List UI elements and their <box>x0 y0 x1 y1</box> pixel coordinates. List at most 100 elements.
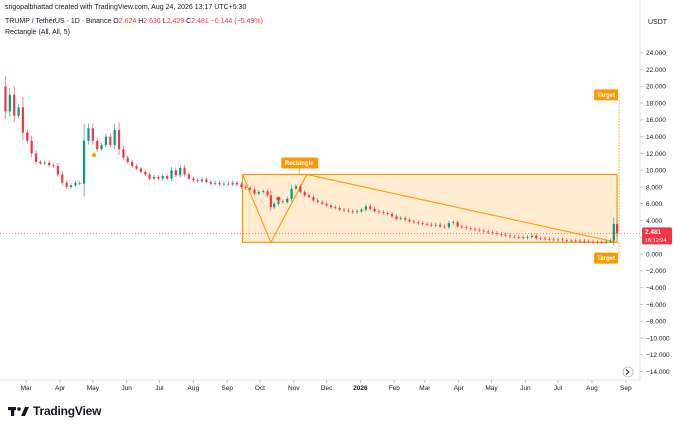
candle-body <box>570 240 573 242</box>
y-tick-label: 16.000 <box>646 117 666 124</box>
y-tick-label: −10.000 <box>646 335 670 342</box>
candle-body <box>596 241 599 243</box>
candle-body <box>504 234 507 236</box>
candle-body <box>235 182 239 185</box>
target-label: Target <box>597 256 615 262</box>
candle-body <box>334 207 337 208</box>
candle-body <box>556 239 560 241</box>
candle-body <box>447 223 450 228</box>
candle-body <box>565 240 568 242</box>
rectangle-pattern <box>241 173 618 244</box>
candle-body <box>109 136 112 146</box>
x-tick-label: Jun <box>121 385 132 392</box>
candle-body <box>30 140 33 154</box>
candle-body <box>356 211 359 213</box>
candle-body <box>456 222 459 227</box>
y-tick-label: 12.000 <box>646 151 666 158</box>
candle-body <box>39 161 42 164</box>
candle-body <box>583 241 586 242</box>
x-tick-label: May <box>485 385 498 392</box>
currency-label: USDT <box>648 19 668 26</box>
candle-body <box>500 234 503 235</box>
y-tick-label: −8.000 <box>646 319 666 326</box>
candle-body <box>430 224 433 226</box>
candle-body <box>170 170 173 179</box>
y-tick-label: 24.000 <box>646 50 666 57</box>
candle-body <box>161 176 164 179</box>
candle-body <box>100 145 103 150</box>
candle-body <box>382 212 385 214</box>
candle-body <box>404 218 407 220</box>
candle-body <box>87 128 90 141</box>
candle-body <box>364 206 367 210</box>
candle-body <box>74 182 77 186</box>
y-tick-label: 22.000 <box>646 67 666 74</box>
y-tick-label: 14.000 <box>646 134 666 141</box>
candle-body <box>262 191 265 193</box>
candle-body <box>69 185 73 188</box>
candle-body <box>152 176 156 179</box>
y-tick-label: −4.000 <box>646 285 666 292</box>
candle-body <box>307 195 311 198</box>
y-tick-label: 4.000 <box>646 218 663 225</box>
ohlc-high-value: 2.636 <box>143 18 161 25</box>
candle-body <box>408 219 411 222</box>
candle-body <box>231 182 234 185</box>
tradingview-logo-icon <box>8 407 29 416</box>
candle-body <box>421 223 424 224</box>
candle-body <box>214 182 217 184</box>
candle-body <box>612 223 615 241</box>
candle-body <box>473 228 477 230</box>
candle-body <box>91 128 94 141</box>
last-price-value: 2.481 <box>645 229 662 236</box>
chart-credit: srigopalbhattad created with TradingView… <box>5 4 247 11</box>
last-price-label-box <box>642 227 672 245</box>
x-tick-label: Nov <box>288 385 300 392</box>
chart-marker <box>276 196 281 201</box>
indicator-legend[interactable]: Rectangle (All, All, 5) <box>5 29 70 36</box>
y-tick-label: −2.000 <box>646 268 666 275</box>
scroll-to-realtime-button[interactable] <box>622 366 634 378</box>
candle-body <box>443 226 446 228</box>
rectangle-label-box <box>281 157 319 169</box>
x-tick-label: Sep <box>221 385 233 392</box>
candle-body <box>222 183 225 185</box>
candle-body <box>439 224 442 227</box>
candle-body <box>183 167 186 175</box>
x-tick-label: Jul <box>554 385 563 392</box>
candle-body <box>369 206 372 209</box>
candle-body <box>587 241 590 243</box>
candle-body <box>61 174 64 183</box>
target-label-box <box>594 89 619 101</box>
candle-body <box>131 161 134 167</box>
y-tick-label: 8.000 <box>646 184 663 191</box>
candle-body <box>552 239 555 241</box>
candle-body <box>205 179 208 182</box>
symbol-legend: TRUMP / TetherUS · 1D · Binance O2.624 H… <box>5 17 263 26</box>
x-tick-label: Apr <box>55 385 66 392</box>
x-tick-label: Apr <box>454 385 465 392</box>
candle-body <box>165 176 169 179</box>
candle-body <box>517 236 520 238</box>
candle-body <box>351 211 354 213</box>
target-label: Target <box>597 93 615 99</box>
candle-body <box>508 235 512 237</box>
candle-body <box>82 140 86 184</box>
candle-body <box>434 224 437 226</box>
candle-body <box>377 211 381 213</box>
candle-body <box>347 210 350 212</box>
candle-body <box>56 166 59 175</box>
candle-body <box>209 181 212 184</box>
candle-body <box>187 174 191 179</box>
chevron-right-icon <box>625 369 630 375</box>
candle-body <box>578 240 582 242</box>
candle-body <box>122 149 125 158</box>
candle-body <box>360 209 363 212</box>
candle-body <box>526 236 529 238</box>
ohlc-close-label: C <box>186 18 192 25</box>
candle-body <box>399 218 402 219</box>
candle-body <box>482 230 485 232</box>
candle-body <box>605 241 608 243</box>
x-tick-label: Mar <box>419 385 431 392</box>
